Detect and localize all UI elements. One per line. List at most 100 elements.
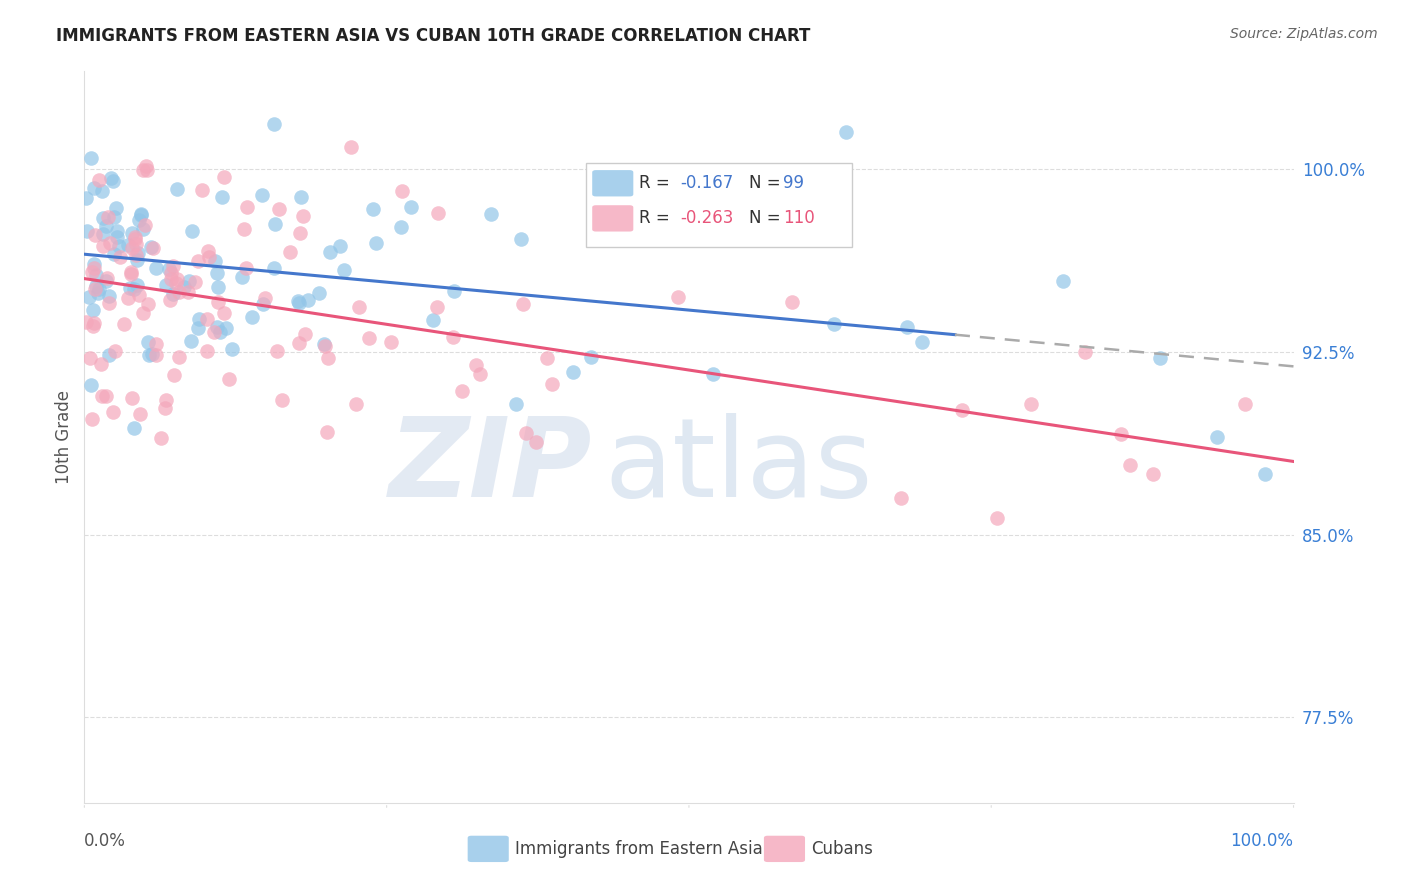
- Point: [184, 276, 207, 290]
- Point: [153, 401, 176, 416]
- Text: 99: 99: [783, 174, 804, 193]
- Point: [128, 212, 150, 227]
- Point: [332, 263, 354, 277]
- Point: [136, 297, 159, 311]
- Point: [479, 207, 502, 221]
- Point: [287, 294, 309, 309]
- Point: [308, 286, 330, 301]
- Point: [83, 256, 105, 270]
- Point: [1052, 274, 1074, 288]
- Point: [91, 389, 114, 403]
- Point: [90, 357, 112, 371]
- Text: R =: R =: [640, 210, 675, 227]
- Point: [950, 402, 973, 417]
- Point: [97, 211, 120, 225]
- Point: [105, 230, 128, 244]
- Point: [823, 317, 845, 331]
- Point: [515, 426, 537, 441]
- Text: atlas: atlas: [605, 413, 873, 520]
- Point: [187, 321, 209, 335]
- Point: [82, 265, 104, 279]
- Point: [142, 241, 165, 255]
- Point: [125, 236, 148, 251]
- Point: [125, 278, 148, 293]
- Point: [145, 336, 167, 351]
- Point: [79, 290, 101, 304]
- Point: [91, 211, 114, 226]
- Point: [97, 296, 120, 310]
- Point: [207, 295, 229, 310]
- Point: [290, 190, 312, 204]
- Point: [536, 351, 558, 365]
- Point: [166, 182, 188, 196]
- Point: [169, 285, 191, 300]
- Point: [197, 250, 219, 264]
- Point: [131, 206, 153, 220]
- Point: [121, 227, 143, 241]
- Point: [98, 236, 121, 251]
- Point: [195, 312, 218, 326]
- Point: [105, 224, 128, 238]
- Point: [131, 306, 153, 320]
- Point: [190, 183, 212, 197]
- Point: [103, 210, 125, 224]
- Point: [187, 254, 209, 268]
- Point: [91, 227, 114, 242]
- Point: [235, 260, 257, 275]
- Point: [1142, 467, 1164, 481]
- Point: [108, 238, 131, 252]
- Point: [464, 358, 486, 372]
- Point: [80, 378, 103, 392]
- Point: [297, 293, 319, 307]
- Point: [231, 269, 253, 284]
- Point: [89, 282, 111, 296]
- FancyBboxPatch shape: [592, 170, 633, 196]
- Point: [80, 151, 103, 165]
- Point: [155, 277, 177, 292]
- Point: [179, 274, 201, 288]
- Point: [1254, 467, 1277, 481]
- Point: [176, 285, 198, 300]
- Point: [666, 290, 689, 304]
- Point: [443, 284, 465, 298]
- Point: [986, 511, 1008, 525]
- Point: [138, 348, 160, 362]
- Point: [83, 181, 105, 195]
- FancyBboxPatch shape: [586, 163, 852, 247]
- Point: [1206, 430, 1229, 444]
- Text: 100.0%: 100.0%: [1230, 832, 1294, 850]
- Point: [104, 343, 127, 358]
- Point: [391, 184, 413, 198]
- Point: [162, 259, 184, 273]
- Point: [159, 266, 181, 280]
- Point: [215, 320, 238, 334]
- Point: [316, 425, 339, 439]
- Text: R =: R =: [640, 174, 675, 193]
- Point: [314, 337, 336, 351]
- Point: [195, 343, 218, 358]
- Point: [316, 351, 339, 366]
- Point: [132, 163, 155, 178]
- Point: [207, 280, 229, 294]
- Point: [157, 262, 180, 277]
- Point: [103, 173, 125, 187]
- Point: [166, 272, 188, 286]
- Text: 110: 110: [783, 210, 815, 227]
- Point: [426, 300, 449, 314]
- Point: [911, 334, 934, 349]
- Point: [128, 288, 150, 302]
- Point: [212, 170, 235, 185]
- Point: [288, 296, 311, 310]
- Point: [896, 320, 918, 334]
- Point: [91, 238, 114, 252]
- Point: [347, 300, 370, 314]
- Point: [361, 202, 384, 216]
- Point: [512, 297, 534, 311]
- Point: [124, 230, 146, 244]
- Point: [128, 407, 150, 421]
- Point: [366, 236, 388, 251]
- Point: [145, 260, 167, 275]
- Point: [1118, 458, 1140, 472]
- Point: [135, 162, 157, 177]
- Point: [252, 297, 274, 311]
